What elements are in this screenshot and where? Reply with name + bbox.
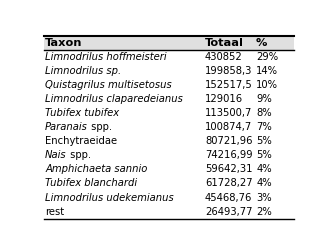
Text: 152517,5: 152517,5 — [205, 80, 253, 90]
Text: 59642,31: 59642,31 — [205, 164, 252, 174]
Text: 5%: 5% — [256, 150, 272, 160]
Text: Nais: Nais — [45, 150, 67, 160]
Text: Limnodrilus udekemianus: Limnodrilus udekemianus — [45, 192, 174, 202]
Text: 430852: 430852 — [205, 52, 243, 62]
Text: 74216,99: 74216,99 — [205, 150, 252, 160]
Text: 10%: 10% — [256, 80, 278, 90]
Text: Quistagrilus multisetosus: Quistagrilus multisetosus — [45, 80, 172, 90]
Text: Taxon: Taxon — [45, 38, 82, 48]
Text: spp.: spp. — [67, 150, 91, 160]
Text: Amphichaeta sannio: Amphichaeta sannio — [45, 164, 148, 174]
Text: 3%: 3% — [256, 192, 272, 202]
Text: 4%: 4% — [256, 164, 272, 174]
Text: 14%: 14% — [256, 66, 278, 76]
Text: 61728,27: 61728,27 — [205, 178, 252, 188]
Text: 45468,76: 45468,76 — [205, 192, 252, 202]
Text: %: % — [256, 38, 267, 48]
Bar — [44, 36, 294, 50]
Text: spp.: spp. — [88, 122, 112, 132]
Text: 29%: 29% — [256, 52, 278, 62]
Text: Totaal: Totaal — [205, 38, 244, 48]
Text: Limnodrilus claparedeianus: Limnodrilus claparedeianus — [45, 94, 183, 104]
Text: 129016: 129016 — [205, 94, 243, 104]
Text: 100874,7: 100874,7 — [205, 122, 252, 132]
Text: Enchytraeidae: Enchytraeidae — [45, 136, 117, 146]
Text: 9%: 9% — [256, 94, 272, 104]
Text: 80721,96: 80721,96 — [205, 136, 252, 146]
Text: Limnodrilus hoffmeisteri: Limnodrilus hoffmeisteri — [45, 52, 167, 62]
Text: Paranais: Paranais — [45, 122, 88, 132]
Text: 199858,3: 199858,3 — [205, 66, 252, 76]
Text: Tubifex tubifex: Tubifex tubifex — [45, 108, 119, 118]
Text: 7%: 7% — [256, 122, 272, 132]
Text: 5%: 5% — [256, 136, 272, 146]
Text: Limnodrilus sp.: Limnodrilus sp. — [45, 66, 121, 76]
Text: 2%: 2% — [256, 206, 272, 216]
Text: 8%: 8% — [256, 108, 272, 118]
Text: 4%: 4% — [256, 178, 272, 188]
Text: Tubifex blanchardi: Tubifex blanchardi — [45, 178, 137, 188]
Text: rest: rest — [45, 206, 64, 216]
Text: 26493,77: 26493,77 — [205, 206, 252, 216]
Text: 113500,7: 113500,7 — [205, 108, 252, 118]
